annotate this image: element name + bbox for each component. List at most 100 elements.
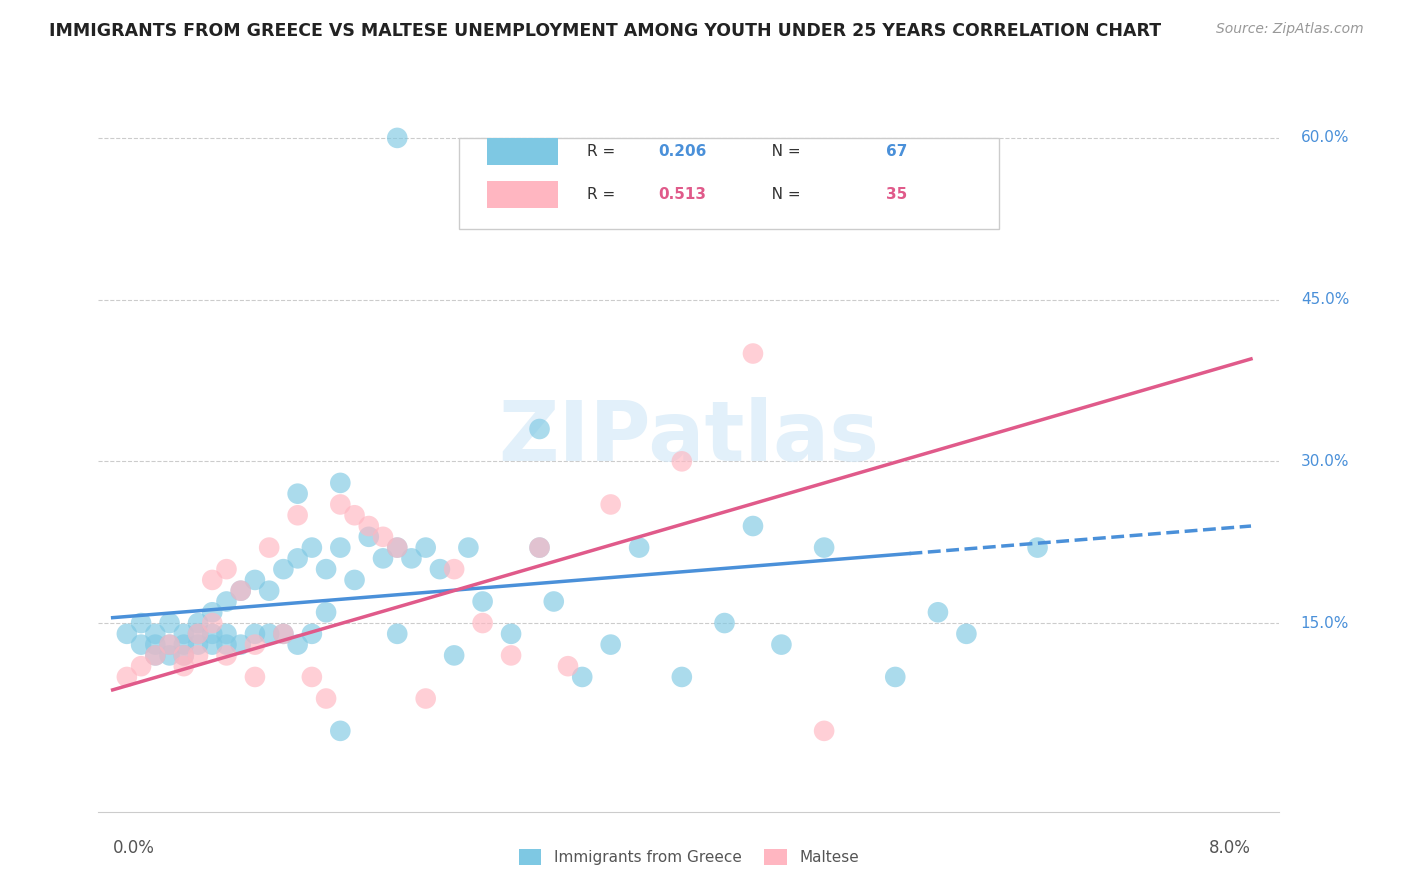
- Point: [201, 615, 224, 630]
- Point: [813, 541, 835, 555]
- Point: [471, 594, 494, 608]
- Point: [159, 638, 181, 652]
- Point: [599, 498, 621, 512]
- Point: [813, 723, 835, 738]
- Point: [173, 627, 195, 641]
- Point: [429, 562, 451, 576]
- Point: [187, 615, 209, 630]
- Legend: Immigrants from Greece, Maltese: Immigrants from Greece, Maltese: [512, 843, 866, 871]
- Point: [187, 638, 209, 652]
- Point: [187, 648, 209, 663]
- Point: [927, 605, 949, 619]
- Point: [173, 648, 195, 663]
- Text: 67: 67: [886, 145, 907, 160]
- Point: [315, 562, 337, 576]
- Point: [143, 648, 166, 663]
- Point: [215, 594, 238, 608]
- Point: [457, 541, 479, 555]
- Point: [499, 627, 522, 641]
- Point: [243, 670, 266, 684]
- Point: [343, 573, 366, 587]
- Point: [115, 670, 138, 684]
- Text: 8.0%: 8.0%: [1209, 838, 1251, 856]
- Text: 60.0%: 60.0%: [1301, 130, 1350, 145]
- Point: [329, 541, 352, 555]
- Point: [1026, 541, 1049, 555]
- Point: [215, 638, 238, 652]
- Point: [371, 530, 394, 544]
- Point: [329, 475, 352, 490]
- Point: [173, 638, 195, 652]
- Point: [315, 605, 337, 619]
- Point: [301, 627, 323, 641]
- Point: [215, 562, 238, 576]
- Point: [229, 638, 252, 652]
- Point: [287, 551, 309, 566]
- Point: [329, 723, 352, 738]
- Point: [273, 562, 295, 576]
- Bar: [486, 138, 558, 165]
- Point: [187, 627, 209, 641]
- Point: [129, 638, 152, 652]
- Point: [329, 498, 352, 512]
- Text: 45.0%: 45.0%: [1301, 292, 1350, 307]
- Text: IMMIGRANTS FROM GREECE VS MALTESE UNEMPLOYMENT AMONG YOUTH UNDER 25 YEARS CORREL: IMMIGRANTS FROM GREECE VS MALTESE UNEMPL…: [49, 22, 1161, 40]
- Text: 30.0%: 30.0%: [1301, 454, 1350, 469]
- Point: [229, 583, 252, 598]
- Point: [357, 530, 380, 544]
- Text: ZIPatlas: ZIPatlas: [499, 397, 879, 477]
- Point: [143, 627, 166, 641]
- Point: [415, 541, 437, 555]
- Point: [129, 659, 152, 673]
- Point: [529, 541, 551, 555]
- Point: [173, 648, 195, 663]
- Point: [243, 573, 266, 587]
- Point: [387, 541, 409, 555]
- Point: [257, 541, 280, 555]
- Point: [387, 541, 409, 555]
- Point: [143, 638, 166, 652]
- Point: [357, 519, 380, 533]
- Point: [401, 551, 423, 566]
- Point: [443, 648, 465, 663]
- Point: [343, 508, 366, 523]
- Point: [243, 627, 266, 641]
- Point: [115, 627, 138, 641]
- Point: [301, 670, 323, 684]
- Bar: [458, 138, 1000, 229]
- Point: [499, 648, 522, 663]
- Text: R =: R =: [586, 187, 620, 202]
- Point: [557, 659, 579, 673]
- Point: [257, 583, 280, 598]
- Text: 0.206: 0.206: [658, 145, 706, 160]
- Point: [742, 519, 765, 533]
- Point: [671, 670, 693, 684]
- Point: [215, 627, 238, 641]
- Point: [173, 659, 195, 673]
- Point: [628, 541, 651, 555]
- Point: [301, 541, 323, 555]
- Point: [387, 131, 409, 145]
- Bar: [486, 181, 558, 208]
- Point: [742, 346, 765, 360]
- Point: [201, 573, 224, 587]
- Point: [273, 627, 295, 641]
- Point: [257, 627, 280, 641]
- Text: Source: ZipAtlas.com: Source: ZipAtlas.com: [1216, 22, 1364, 37]
- Point: [955, 627, 977, 641]
- Point: [143, 648, 166, 663]
- Point: [713, 615, 735, 630]
- Point: [287, 486, 309, 500]
- Text: R =: R =: [586, 145, 620, 160]
- Point: [273, 627, 295, 641]
- Point: [315, 691, 337, 706]
- Text: 0.513: 0.513: [658, 187, 706, 202]
- Point: [229, 583, 252, 598]
- Point: [287, 638, 309, 652]
- Point: [529, 422, 551, 436]
- Text: 15.0%: 15.0%: [1301, 615, 1350, 631]
- Point: [471, 615, 494, 630]
- Text: 0.0%: 0.0%: [112, 838, 155, 856]
- Point: [884, 670, 907, 684]
- Point: [129, 615, 152, 630]
